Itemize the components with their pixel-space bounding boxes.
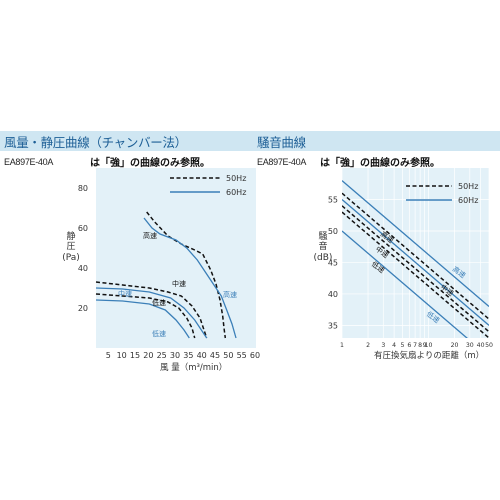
header-bar xyxy=(0,131,500,151)
left-series-line-4 xyxy=(95,287,208,339)
left-x-tick-label: 60 xyxy=(250,351,260,360)
left-series-line-1 xyxy=(95,281,208,339)
right-series-line-5 xyxy=(342,230,468,338)
left-x-tick-label: 35 xyxy=(183,351,193,360)
right-curve-label-3: 高速 xyxy=(451,264,468,280)
right-x-tick-label: 50 xyxy=(485,342,493,349)
left-legend-label-0: 50Hz xyxy=(226,174,246,183)
right-x-tick-label: 30 xyxy=(466,342,474,349)
left-x-tick-label: 25 xyxy=(157,351,167,360)
right-note: は「強」の曲線のみ参照。 xyxy=(320,158,440,169)
right-x-tick-label: 6 xyxy=(407,342,411,349)
right-x-axis-label: 有圧換気扇よりの距離（m） xyxy=(374,351,485,361)
left-y-tick-label: 80 xyxy=(78,184,88,193)
right-series-line-3 xyxy=(342,205,489,333)
right-legend-label-1: 60Hz xyxy=(458,196,478,205)
right-y-tick-label: 35 xyxy=(328,321,338,330)
left-ylabel-text: 静 圧 (Pa) xyxy=(62,232,80,263)
left-curve-label-3: 高速 xyxy=(223,290,237,299)
right-curve-label-2: 低速 xyxy=(370,259,387,275)
left-curve-label-4: 中速 xyxy=(118,289,132,298)
left-legend-label-1: 60Hz xyxy=(226,188,246,197)
left-series-line-3 xyxy=(143,217,237,339)
left-x-tick-label: 50 xyxy=(223,351,233,360)
left-x-tick-label: 5 xyxy=(106,351,111,360)
right-x-tick-label: 5 xyxy=(401,342,405,349)
right-curve-label-5: 低速 xyxy=(425,309,442,325)
left-x-tick-label: 40 xyxy=(197,351,207,360)
left-y-axis-label: 静 圧 (Pa) xyxy=(60,232,82,263)
right-ylabel-text: 騒 音 (dB) xyxy=(313,232,333,263)
right-y-axis-label: 騒 音 (dB) xyxy=(312,232,334,263)
right-x-tick-label: 10 xyxy=(425,342,433,349)
left-x-axis-label: 風 量（m³/min） xyxy=(160,363,228,373)
right-curve-label-4: 中速 xyxy=(439,282,456,298)
right-curve-label-1: 中速 xyxy=(374,244,391,260)
left-x-tick-label: 10 xyxy=(117,351,127,360)
left-note: は「強」の曲線のみ参照。 xyxy=(90,158,210,169)
right-x-tick-label: 1 xyxy=(340,342,344,349)
right-y-tick-label: 45 xyxy=(328,258,338,267)
right-x-tick-label: 2 xyxy=(366,342,370,349)
right-x-tick-label: 20 xyxy=(451,342,459,349)
left-series-line-2 xyxy=(95,293,196,339)
left-x-tick-label: 45 xyxy=(210,351,220,360)
right-legend-label-0: 50Hz xyxy=(458,182,478,191)
left-section-title: 風量・静圧曲線（チャンバー法） xyxy=(4,135,187,150)
left-curve-label-1: 中速 xyxy=(172,279,186,288)
right-x-tick-label: 40 xyxy=(477,342,485,349)
left-y-tick-label: 60 xyxy=(78,224,88,233)
left-x-tick-label: 55 xyxy=(237,351,247,360)
right-section-title: 騒音曲線 xyxy=(257,135,306,150)
right-model-number: EA897E-40A xyxy=(257,157,307,167)
right-series-line-1 xyxy=(342,192,489,320)
left-curve-label-0: 高速 xyxy=(143,231,157,240)
right-series-group xyxy=(342,180,489,338)
right-series-line-2 xyxy=(342,199,489,326)
right-chart-panel xyxy=(342,168,489,338)
left-curve-label-2: 低速 xyxy=(152,298,166,307)
right-x-tick-label: 3 xyxy=(381,342,385,349)
right-x-tick-label: 7 xyxy=(413,342,417,349)
left-x-tick-label: 30 xyxy=(170,351,180,360)
right-x-tick-label: 4 xyxy=(392,342,396,349)
left-x-tick-label: 20 xyxy=(143,351,153,360)
left-x-tick-label: 15 xyxy=(130,351,140,360)
right-y-tick-label: 55 xyxy=(328,195,338,204)
right-series-line-0 xyxy=(342,180,489,307)
left-y-tick-label: 40 xyxy=(78,264,88,273)
right-y-tick-label: 40 xyxy=(328,290,338,299)
left-model-number: EA897E-40A xyxy=(4,157,54,167)
left-y-tick-label: 20 xyxy=(78,304,88,313)
right-x-tick-label: 9 xyxy=(423,342,427,349)
right-x-tick-label: 8 xyxy=(418,342,422,349)
left-curve-label-5: 低速 xyxy=(152,329,166,338)
right-y-tick-label: 50 xyxy=(328,227,338,236)
left-series-line-5 xyxy=(95,299,190,339)
left-series-line-0 xyxy=(146,211,227,339)
